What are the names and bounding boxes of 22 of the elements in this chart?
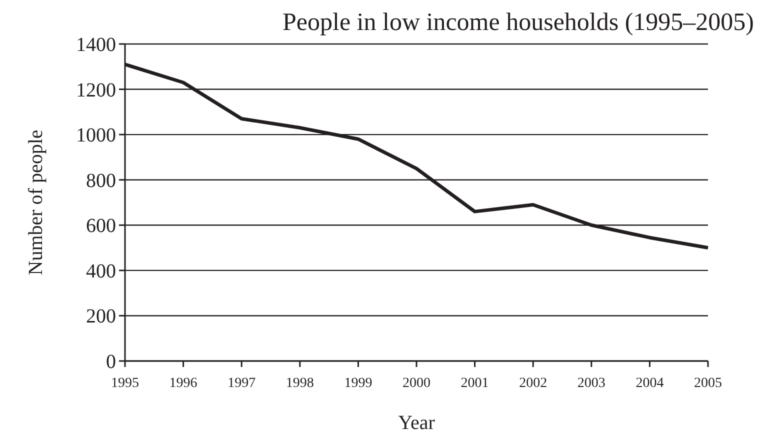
x-tick-label: 2003	[577, 376, 606, 391]
x-tick-label: 1999	[344, 376, 372, 391]
x-tick-label: 2002	[519, 376, 548, 391]
y-tick-label: 1200	[76, 79, 116, 102]
y-tick-label: 200	[86, 306, 116, 328]
y-tick-label: 1400	[76, 34, 116, 56]
x-tick-label: 2000	[402, 376, 430, 391]
x-tick-label: 2005	[694, 376, 722, 391]
x-tick-label: 2004	[636, 376, 664, 391]
y-tick-label: 1000	[76, 124, 116, 147]
y-axis-title: Number of people	[25, 130, 47, 276]
x-tick-label: 1998	[286, 376, 314, 391]
x-tick-label: 2001	[460, 376, 489, 391]
y-tick-label: 600	[86, 215, 116, 238]
x-axis-title: Year	[398, 412, 436, 434]
y-tick-label: 0	[106, 351, 116, 373]
x-tick-label: 1997	[228, 376, 256, 391]
x-tick-label: 1996	[169, 376, 198, 391]
y-tick-label: 800	[86, 170, 116, 192]
chart-title: People in low income households (1995–2005)	[282, 9, 754, 36]
y-tick-label: 400	[86, 260, 116, 282]
x-tick-label: 1995	[111, 376, 139, 391]
